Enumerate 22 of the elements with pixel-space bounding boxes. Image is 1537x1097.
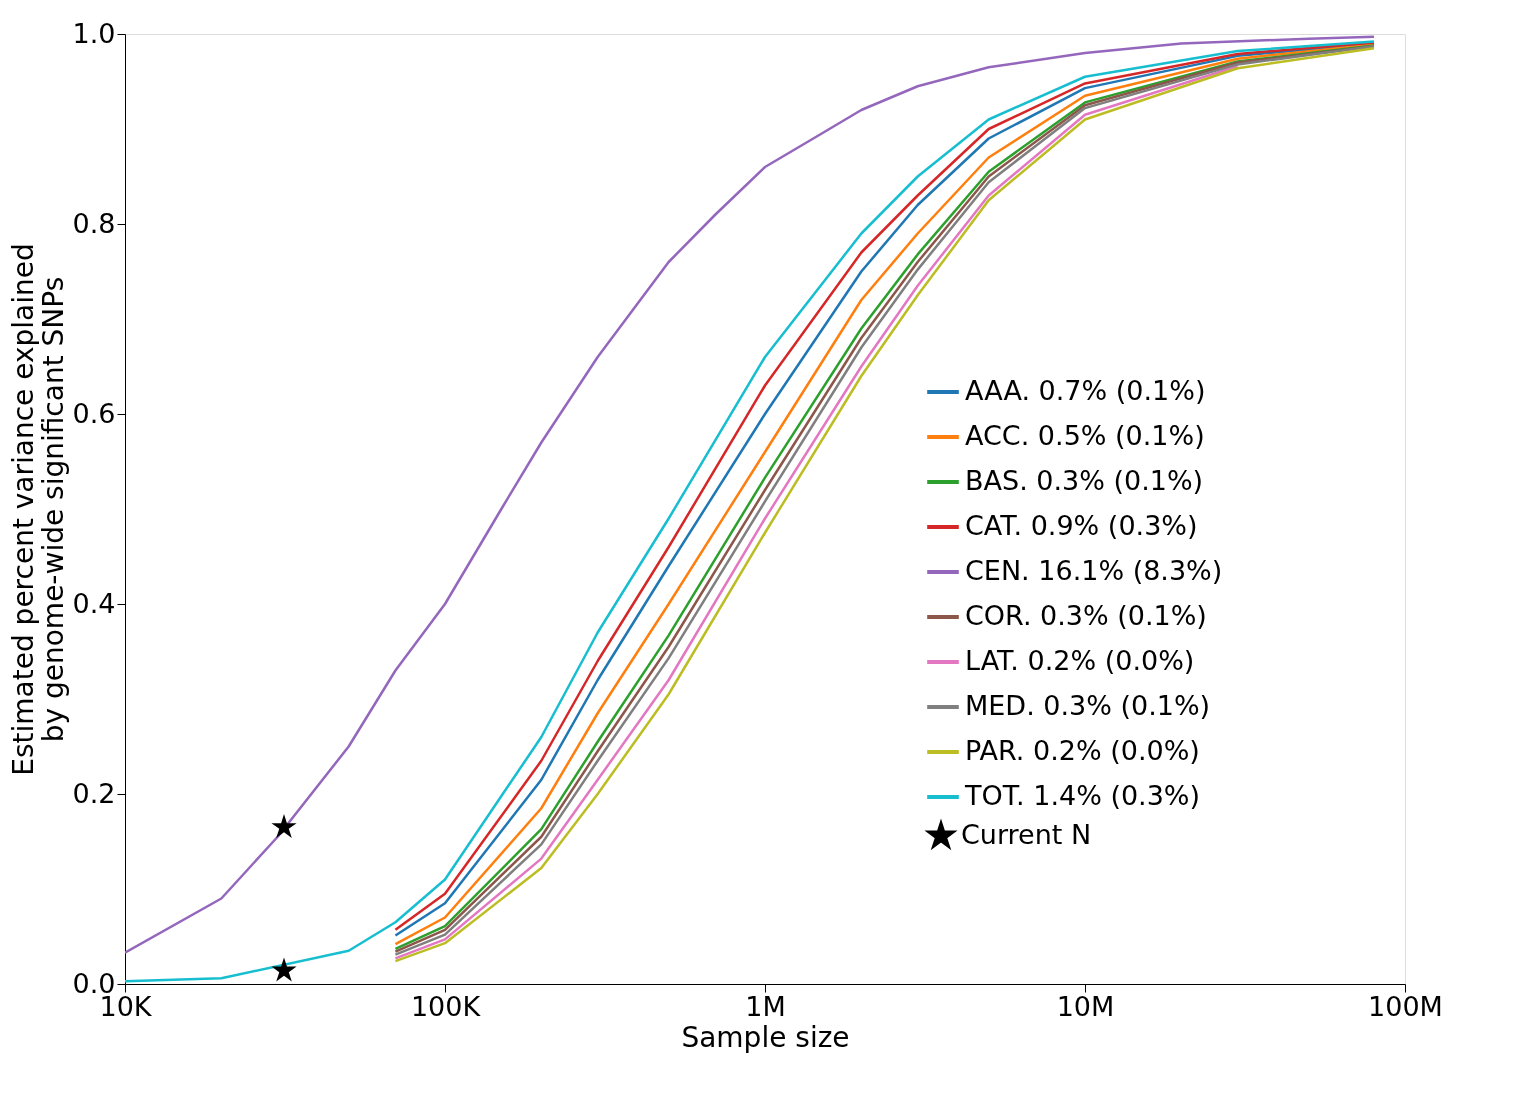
y-tick-label: 1.0 (72, 17, 116, 49)
x-axis-title: Sample size (681, 1020, 850, 1054)
x-tick-label: 10M (1056, 990, 1115, 1022)
legend-label: TOT. 1.4% (0.3%) (964, 780, 1201, 811)
y-tick-label: 0.6 (72, 397, 116, 429)
legend-label: Current N (961, 819, 1092, 850)
x-tick-label: 100K (410, 990, 482, 1022)
y-axis-title: Estimated percent variance explained by genome-wide significant SNPs (6, 243, 70, 776)
legend-label: ACC. 0.5% (0.1%) (965, 420, 1205, 451)
x-tick-label: 1M (745, 990, 786, 1022)
legend-label: COR. 0.3% (0.1%) (965, 600, 1207, 631)
legend-label: PAR. 0.2% (0.0%) (965, 735, 1200, 766)
legend-label: BAS. 0.3% (0.1%) (965, 465, 1204, 496)
y-tick-label: 0.8 (72, 207, 116, 239)
legend-label: CEN. 16.1% (8.3%) (965, 555, 1223, 586)
y-tick-label: 0.2 (72, 777, 116, 809)
x-tick-label: 100M (1368, 990, 1443, 1022)
legend-label: CAT. 0.9% (0.3%) (965, 510, 1198, 541)
legend-label: LAT. 0.2% (0.0%) (965, 645, 1195, 676)
y-tick-label: 0.4 (72, 587, 116, 619)
legend-label: AAA. 0.7% (0.1%) (965, 375, 1206, 406)
legend-label: MED. 0.3% (0.1%) (965, 690, 1211, 721)
